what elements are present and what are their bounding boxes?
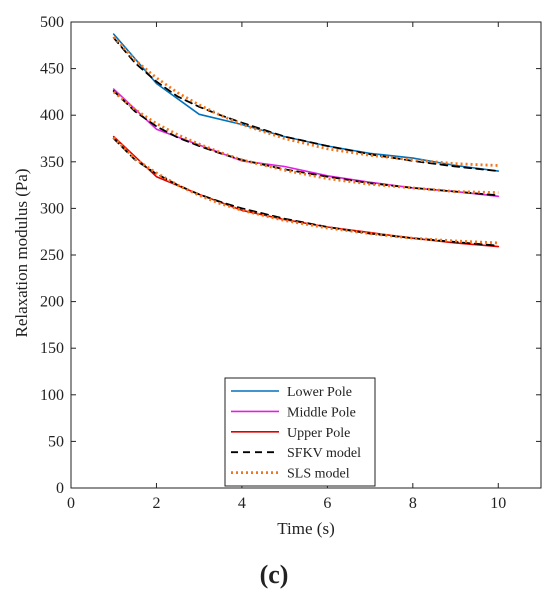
series-line-sls-model — [112, 90, 499, 194]
y-tick-label: 200 — [40, 294, 64, 311]
x-tick-label: 6 — [323, 495, 331, 512]
y-axis-label: Relaxation modulus (Pa) — [12, 168, 31, 337]
x-tick-label: 4 — [238, 495, 246, 512]
x-tick-label: 0 — [67, 495, 75, 512]
series-line-sfkv-model — [112, 36, 500, 173]
legend: Lower Pole Middle Pole Upper Pole SFKV mode… — [224, 377, 376, 487]
panel-label: (c) — [260, 560, 289, 589]
x-tick-label: 10 — [490, 495, 506, 512]
y-tick-label: 0 — [56, 480, 64, 497]
x-axis-label: Time (s) — [277, 519, 334, 538]
legend-label-sfkv-model: SFKV model — [287, 446, 361, 461]
y-tick-label: 50 — [48, 433, 64, 450]
y-tick-label: 400 — [40, 107, 64, 124]
y-tick-label: 150 — [40, 340, 64, 357]
y-tick-label: 100 — [40, 387, 64, 404]
legend-label-middle-pole: Middle Pole — [287, 405, 356, 420]
series-line-sls-model — [112, 35, 499, 167]
axes-frame — [70, 21, 542, 489]
series-line-sfkv-model — [112, 137, 500, 247]
series-line-lower-pole — [112, 33, 500, 172]
series-line-middle-pole — [112, 88, 500, 198]
series-layer — [112, 33, 500, 248]
y-tick-label: 450 — [40, 61, 64, 78]
legend-label-lower-pole: Lower Pole — [287, 385, 352, 400]
series-line-sfkv-model — [112, 90, 500, 197]
legend-label-sls-model: SLS model — [287, 467, 350, 482]
y-tick-label: 300 — [40, 200, 64, 217]
legend-label-upper-pole: Upper Pole — [287, 426, 350, 441]
series-line-upper-pole — [112, 135, 500, 248]
x-tick-label: 2 — [152, 495, 160, 512]
series-line-sls-model — [112, 136, 499, 245]
y-tick-label: 350 — [40, 154, 64, 171]
y-tick-label: 250 — [40, 247, 64, 264]
y-tick-label: 500 — [40, 14, 64, 31]
x-tick-label: 8 — [409, 495, 417, 512]
